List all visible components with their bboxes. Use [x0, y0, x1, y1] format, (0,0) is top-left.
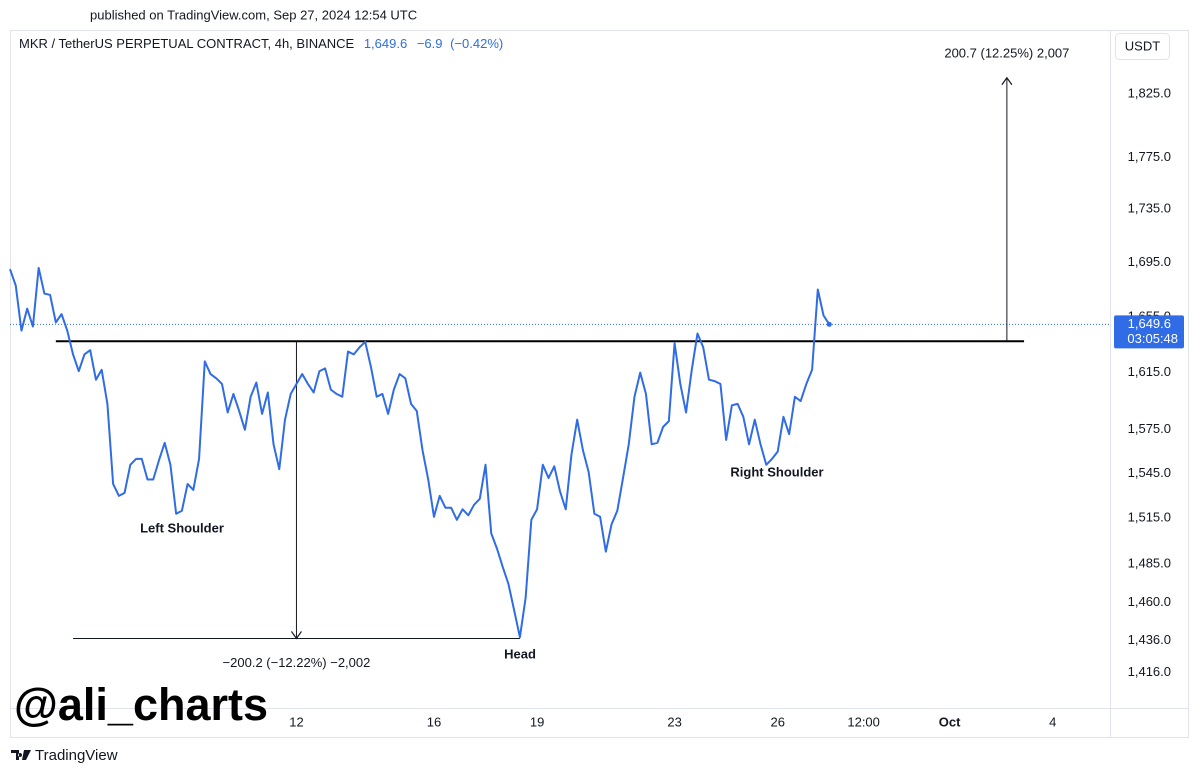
y-tick-label: 1,695.0 — [1128, 254, 1171, 269]
y-tick-label: 1,416.0 — [1128, 664, 1171, 679]
y-tick-label: 1,460.0 — [1128, 594, 1171, 609]
y-tick-label: 1,436.0 — [1128, 632, 1171, 647]
pattern-label: Right Shoulder — [730, 464, 823, 479]
x-tick-label: 16 — [427, 714, 441, 729]
price-line — [9, 266, 831, 639]
chart-frame — [10, 30, 1189, 738]
x-tick-label: 23 — [667, 714, 681, 729]
last-point — [826, 321, 832, 327]
y-tick-label: 1,735.0 — [1128, 201, 1171, 216]
last-price-box — [1114, 315, 1184, 349]
last-price-axis-label: 1,649.6 — [1128, 316, 1171, 331]
measure-label: 200.7 (12.25%) 2,007 — [944, 45, 1069, 60]
x-tick-label: Oct — [939, 714, 961, 729]
published-note: published on TradingView.com, Sep 27, 20… — [90, 7, 417, 22]
change: −6.9 — [417, 36, 443, 51]
brand-logo: TradingView — [11, 747, 118, 764]
currency-box[interactable] — [1115, 33, 1170, 60]
last-price: 1,649.6 — [364, 36, 407, 51]
y-tick-label: 1,825.0 — [1128, 85, 1171, 100]
pattern-label: Left Shoulder — [140, 520, 224, 535]
currency[interactable]: USDT — [1125, 38, 1160, 53]
y-tick-label: 1,545.0 — [1128, 465, 1171, 480]
measure-label: −200.2 (−12.22%) −2,002 — [223, 655, 371, 670]
y-tick-label: 1,485.0 — [1128, 555, 1171, 570]
countdown: 03:05:48 — [1127, 331, 1178, 346]
x-tick-label: 12:00 — [847, 714, 880, 729]
plot: 1,825.01,775.01,735.01,695.01,655.01,615… — [9, 45, 1171, 729]
x-tick-label: 26 — [770, 714, 784, 729]
y-tick-label: 1,775.0 — [1128, 149, 1171, 164]
y-tick-label: 1,615.0 — [1128, 364, 1171, 379]
x-tick-label: 12 — [289, 714, 303, 729]
x-tick-label: 19 — [530, 714, 544, 729]
watermark: @ali_charts — [14, 679, 268, 730]
y-tick-label: 1,515.0 — [1128, 510, 1171, 525]
change-percent: (−0.42%) — [450, 36, 503, 51]
pattern-label: Head — [504, 646, 536, 661]
y-tick-label: 1,575.0 — [1128, 421, 1171, 436]
symbol: MKR / TetherUS PERPETUAL CONTRACT, 4h, B… — [19, 36, 355, 51]
x-tick-label: 4 — [1049, 714, 1056, 729]
brand-name: TradingView — [35, 747, 118, 764]
symbol-line: MKR / TetherUS PERPETUAL CONTRACT, 4h, B… — [19, 36, 503, 51]
brand-icon — [11, 750, 31, 760]
